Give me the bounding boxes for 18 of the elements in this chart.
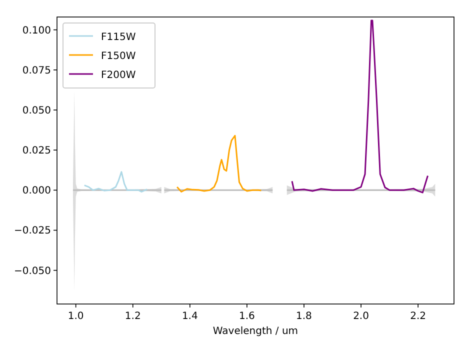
y-tick-label: 0.025 <box>22 146 51 157</box>
x-axis-title: Wavelength / um <box>212 326 298 337</box>
x-tick-label: 2.0 <box>353 311 369 322</box>
y-tick-label: 0.000 <box>22 186 51 197</box>
legend-label: F200W <box>101 70 136 81</box>
x-tick-label: 1.4 <box>182 311 198 322</box>
legend-label: F150W <box>101 51 136 62</box>
y-tick-label: 0.050 <box>22 105 51 116</box>
x-tick-label: 2.2 <box>410 311 426 322</box>
x-tick-label: 1.2 <box>124 311 141 322</box>
x-tick-label: 1.6 <box>238 311 255 322</box>
x-tick-label: 1.8 <box>296 311 312 322</box>
y-tick-label: −0.050 <box>14 266 51 277</box>
x-tick-label: 1.0 <box>68 311 84 322</box>
y-tick-label: 0.100 <box>22 25 51 36</box>
y-tick-label: 0.075 <box>22 65 51 76</box>
legend-label: F115W <box>101 32 136 43</box>
y-tick-label: −0.025 <box>14 226 51 237</box>
